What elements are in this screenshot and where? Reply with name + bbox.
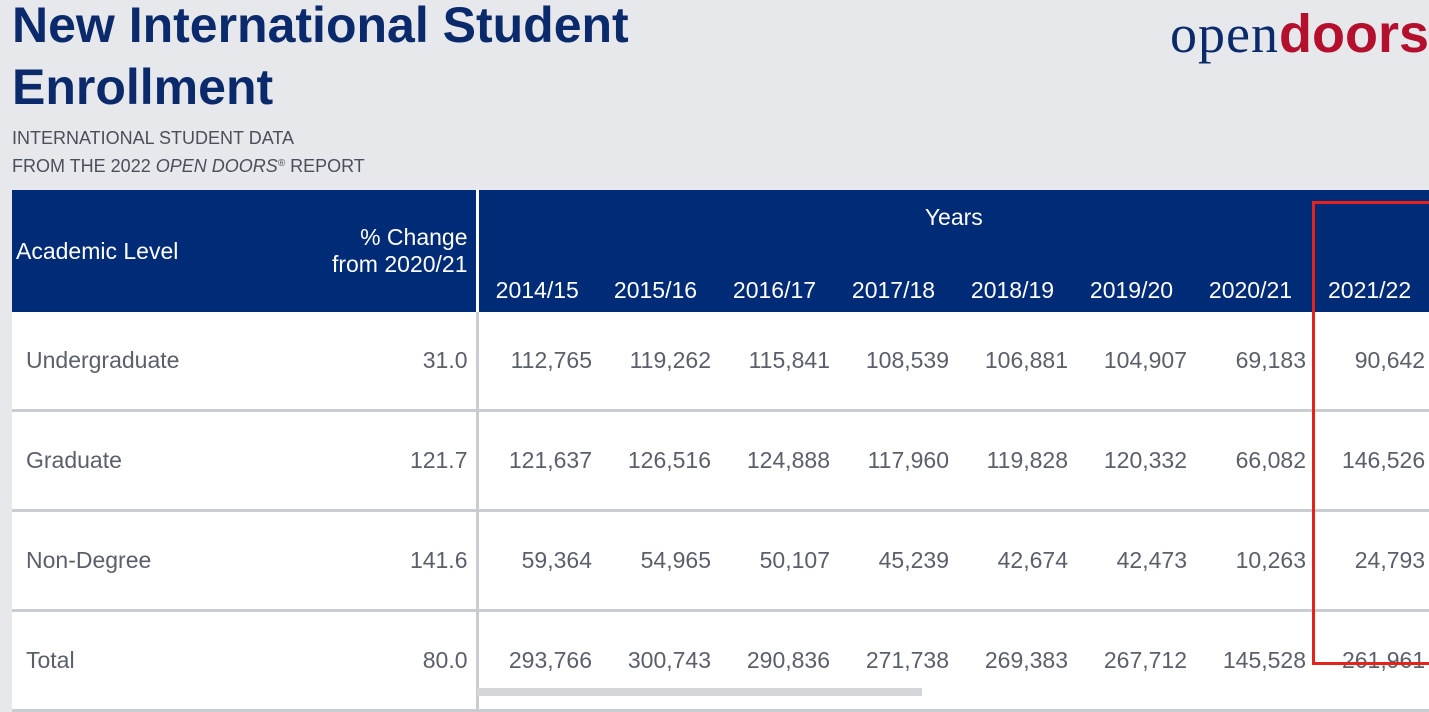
column-header-year: 2017/18 <box>834 259 953 312</box>
table-row: Graduate 121.7 121,637 126,516 124,888 117,96… <box>12 410 1429 512</box>
subtitle-line2: FROM THE 2022 OPEN DOORS® REPORT <box>12 151 365 179</box>
enrollment-value-cell: 119,262 <box>596 312 715 412</box>
enrollment-value-cell: 42,674 <box>953 510 1072 612</box>
academic-level-cell: Total <box>12 610 292 712</box>
column-header-year: 2020/21 <box>1191 259 1310 312</box>
column-group-years: Years <box>477 190 1429 259</box>
enrollment-value-cell: 10,263 <box>1191 510 1310 612</box>
enrollment-value-cell: 50,107 <box>715 510 834 612</box>
column-header-year: 2016/17 <box>715 259 834 312</box>
bottom-divider <box>477 688 922 696</box>
report-name: OPEN DOORS <box>155 156 278 176</box>
change-header-line2: from 2020/21 <box>331 251 468 277</box>
enrollment-table: Academic Level % Change from 2020/21 Yea… <box>12 190 1429 712</box>
open-doors-logo: opendoors <box>1170 0 1429 74</box>
page-title: New International Student Enrollment <box>12 0 629 115</box>
enrollment-value-cell: 124,888 <box>715 410 834 512</box>
enrollment-value-cell: 117,960 <box>834 410 953 512</box>
enrollment-value-cell: 120,332 <box>1072 410 1191 512</box>
logo-doors: doors <box>1278 4 1429 64</box>
year-header-row: 2014/15 2015/16 2016/17 2017/18 2018/19 2019/… <box>12 259 1429 312</box>
table-body: Undergraduate 31.0 112,765 119,262 115,841 10… <box>12 312 1429 712</box>
column-header-year: 2018/19 <box>953 259 1072 312</box>
percent-change-cell: 121.7 <box>292 410 479 512</box>
subtitle: INTERNATIONAL STUDENT DATA FROM THE 2022… <box>12 125 365 179</box>
enrollment-value-cell: 104,907 <box>1072 312 1191 412</box>
change-header-line1: % Change <box>360 224 468 250</box>
enrollment-value-cell: 146,526 <box>1310 410 1429 512</box>
percent-change-cell: 31.0 <box>292 312 479 412</box>
column-header-year: 2014/15 <box>477 259 596 312</box>
table-row: Undergraduate 31.0 112,765 119,262 115,841 10… <box>12 312 1429 412</box>
enrollment-value-cell: 119,828 <box>953 410 1072 512</box>
enrollment-value-cell: 66,082 <box>1191 410 1310 512</box>
enrollment-value-cell: 59,364 <box>477 510 596 612</box>
enrollment-value-cell: 106,881 <box>953 312 1072 412</box>
enrollment-value-cell: 121,637 <box>477 410 596 512</box>
academic-level-cell: Non-Degree <box>12 510 292 612</box>
column-header-year: 2019/20 <box>1072 259 1191 312</box>
academic-level-cell: Undergraduate <box>12 312 292 412</box>
enrollment-value-cell: 145,528 <box>1191 610 1310 712</box>
column-header-academic-level: Academic Level <box>12 190 292 312</box>
column-header-year: 2021/22 <box>1310 259 1429 312</box>
enrollment-value-cell: 69,183 <box>1191 312 1310 412</box>
enrollment-value-cell: 112,765 <box>477 312 596 412</box>
percent-change-cell: 80.0 <box>292 610 479 712</box>
column-header-percent-change: % Change from 2020/21 <box>292 190 479 312</box>
table-row: Total 80.0 293,766 300,743 290,836 271,738 269… <box>12 610 1429 712</box>
enrollment-value-cell: 269,383 <box>953 610 1072 712</box>
column-header-year: 2015/16 <box>596 259 715 312</box>
logo-open: open <box>1170 4 1279 64</box>
enrollment-value-cell: 108,539 <box>834 312 953 412</box>
enrollment-value-cell: 90,642 <box>1310 312 1429 412</box>
enrollment-value-cell: 261,961 <box>1310 610 1429 712</box>
enrollment-value-cell: 267,712 <box>1072 610 1191 712</box>
enrollment-value-cell: 42,473 <box>1072 510 1191 612</box>
percent-change-cell: 141.6 <box>292 510 479 612</box>
enrollment-value-cell: 24,793 <box>1310 510 1429 612</box>
enrollment-value-cell: 45,239 <box>834 510 953 612</box>
academic-level-cell: Graduate <box>12 410 292 512</box>
subtitle-prefix: FROM THE 2022 <box>12 156 156 176</box>
enrollment-value-cell: 54,965 <box>596 510 715 612</box>
enrollment-value-cell: 126,516 <box>596 410 715 512</box>
enrollment-value-cell: 115,841 <box>715 312 834 412</box>
registered-mark: ® <box>277 158 286 169</box>
subtitle-line1: INTERNATIONAL STUDENT DATA <box>12 128 295 148</box>
table-row: Non-Degree 141.6 59,364 54,965 50,107 45,239 4… <box>12 510 1429 612</box>
subtitle-suffix: REPORT <box>285 156 365 176</box>
